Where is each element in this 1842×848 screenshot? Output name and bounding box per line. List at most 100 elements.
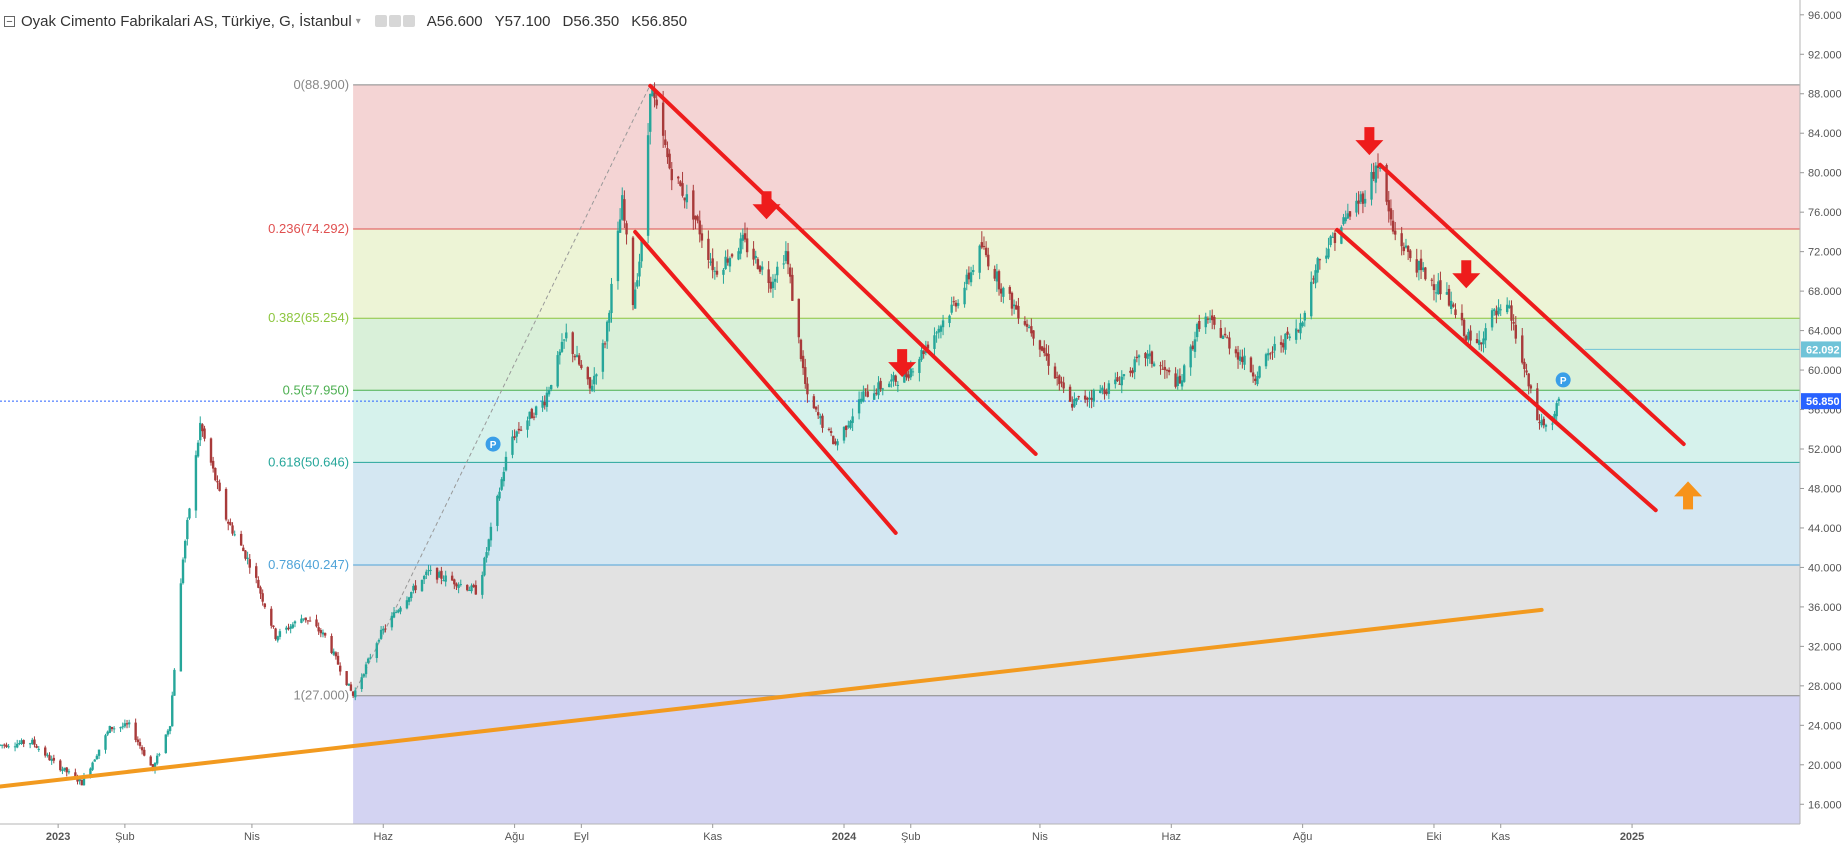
price-tick-label: 60.000	[1808, 365, 1842, 377]
candle-body	[631, 237, 635, 306]
candle-body	[1213, 316, 1216, 325]
time-axis[interactable]: 2023 Şub Nis Haz Ağu Eyl Kas 2024 Şub Nis Haz Ağu Ek…	[0, 823, 1842, 848]
candle	[0, 744, 2, 747]
candle	[323, 632, 327, 638]
candle	[173, 668, 176, 696]
candle	[1055, 371, 1059, 386]
descending-channel[interactable]	[633, 83, 1038, 535]
candle-body	[679, 181, 682, 186]
candle	[248, 553, 251, 574]
candle	[1208, 310, 1212, 323]
candle	[771, 274, 775, 298]
candle-body	[1027, 327, 1031, 329]
candle	[558, 349, 562, 365]
candle	[496, 494, 499, 532]
event-marker[interactable]: P	[485, 436, 501, 452]
marker-badge-icon[interactable]	[485, 436, 501, 452]
candle	[1032, 330, 1035, 346]
candle-body	[407, 597, 411, 602]
candle	[140, 745, 144, 755]
candle	[1023, 316, 1027, 327]
candle	[364, 661, 368, 678]
candle	[517, 422, 521, 434]
collapse-icon[interactable]: −	[4, 15, 15, 27]
price-tick-label: 48.000	[1808, 483, 1842, 495]
candle	[877, 376, 880, 400]
candle-body	[1316, 258, 1319, 273]
candle	[972, 264, 975, 276]
candle-body	[709, 261, 712, 263]
channel-upper-line[interactable]	[1378, 162, 1686, 447]
channel-lower-line[interactable]	[633, 229, 898, 535]
price-tick-label: 76.000	[1808, 207, 1842, 219]
candle-body	[1152, 363, 1156, 367]
remove-icon[interactable]	[402, 15, 415, 27]
event-marker[interactable]: P	[1555, 372, 1571, 388]
candle	[1495, 305, 1498, 324]
candle-body	[1189, 346, 1192, 368]
marker-badge-icon[interactable]	[1555, 372, 1571, 388]
candle-body	[74, 772, 77, 777]
candle-body	[1282, 343, 1285, 348]
candle	[1131, 367, 1134, 378]
candle-body	[1430, 279, 1434, 281]
candle-body	[33, 739, 36, 745]
candle-body	[965, 274, 968, 285]
symbol-title[interactable]: Oyak Cimento Fabrikalari AS, Türkiye, G,…	[21, 12, 352, 30]
candle	[511, 430, 514, 459]
candle-body	[595, 374, 598, 377]
candle	[681, 171, 684, 198]
candle	[515, 430, 518, 444]
down-arrow-icon[interactable]	[752, 191, 781, 220]
candle-body	[16, 743, 19, 748]
eye-icon[interactable]	[374, 15, 387, 27]
candle	[1258, 365, 1261, 379]
candle-body	[1497, 307, 1500, 315]
candle-body	[164, 734, 167, 754]
candle	[888, 381, 891, 388]
price-axis[interactable]: 96.000 92.000 88.000 84.000 80.000 76.000 72.0…	[1799, 0, 1842, 848]
candle	[429, 565, 432, 575]
candle-body	[1454, 309, 1457, 315]
candle	[1348, 211, 1352, 221]
candle	[37, 746, 40, 752]
candle	[1047, 345, 1050, 375]
candle-body	[890, 379, 893, 382]
descending-channel[interactable]	[1335, 162, 1686, 513]
candle	[786, 242, 790, 275]
up-arrow-icon[interactable]	[1674, 481, 1703, 510]
candle-body	[577, 355, 581, 365]
candle-body	[369, 657, 372, 659]
candle-body	[698, 220, 701, 235]
chevron-down-icon[interactable]: ▾	[355, 15, 361, 27]
candle-body	[481, 575, 484, 595]
candle	[91, 761, 94, 772]
price-tick-label: 72.000	[1808, 247, 1842, 259]
candle	[382, 625, 385, 635]
candle	[1236, 345, 1240, 369]
down-arrow-icon[interactable]	[888, 349, 917, 378]
candle	[881, 387, 884, 396]
time-tick-label: Haz	[373, 831, 393, 843]
candle-body	[1025, 323, 1029, 327]
candle	[801, 350, 805, 375]
down-arrow-icon[interactable]	[1452, 260, 1481, 289]
price-tick-label: 36.000	[1808, 602, 1842, 614]
candle	[605, 320, 609, 349]
channel-upper-line[interactable]	[648, 83, 1038, 456]
candle	[244, 550, 247, 561]
candle-body	[347, 683, 351, 686]
candle	[933, 327, 936, 359]
candle-body	[31, 739, 34, 744]
down-arrow-icon[interactable]	[1355, 127, 1384, 156]
candle-body	[999, 288, 1003, 294]
candle	[1191, 341, 1195, 351]
channel-lower-line[interactable]	[1335, 227, 1658, 513]
candle-body	[926, 344, 930, 349]
candle	[308, 616, 312, 622]
settings-icon[interactable]	[388, 15, 401, 27]
candle-body	[987, 254, 990, 267]
candle-body	[1299, 322, 1302, 334]
candle-body	[827, 428, 831, 430]
